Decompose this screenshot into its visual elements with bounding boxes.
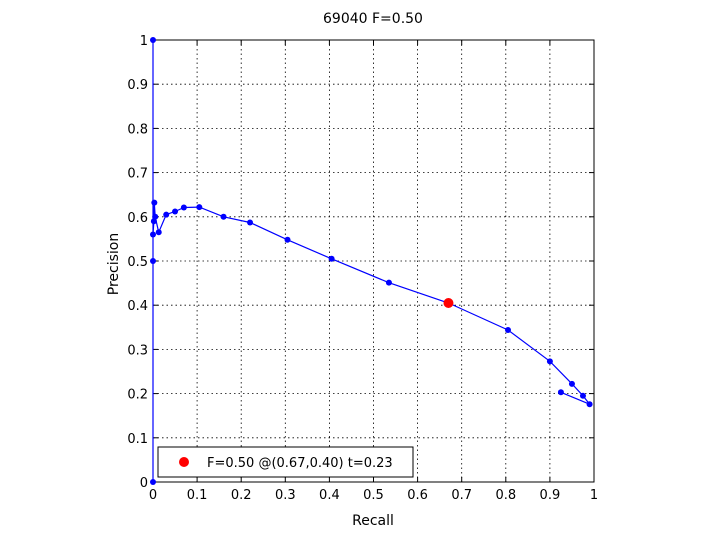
- x-tick-label: 0.9: [540, 488, 561, 503]
- data-point: [586, 401, 593, 408]
- x-tick-label: 0.2: [231, 488, 252, 503]
- y-tick-label: 0.8: [127, 122, 148, 137]
- y-tick-label: 0.1: [127, 432, 148, 447]
- y-tick-label: 0: [140, 476, 148, 491]
- data-point: [328, 255, 335, 262]
- x-tick-label: 0.4: [319, 488, 340, 503]
- data-point: [163, 211, 170, 218]
- y-tick-label: 0.2: [127, 388, 148, 403]
- data-point: [579, 392, 586, 399]
- x-tick-label: 1: [590, 488, 598, 503]
- legend-marker: [179, 457, 189, 467]
- y-tick-label: 0.9: [127, 78, 148, 93]
- y-tick-label: 0.4: [127, 299, 148, 314]
- data-point: [150, 258, 156, 264]
- legend-label: F=0.50 @(0.67,0.40) t=0.23: [207, 456, 393, 471]
- data-point: [152, 213, 159, 220]
- data-point: [284, 236, 291, 243]
- grid-lines: [153, 40, 594, 482]
- data-point: [557, 389, 564, 396]
- y-tick-label: 0.5: [127, 255, 148, 270]
- data-point: [546, 358, 553, 365]
- x-tick-label: 0: [149, 488, 157, 503]
- x-tick-label: 0.5: [363, 488, 384, 503]
- x-tick-label: 0.8: [495, 488, 516, 503]
- data-point: [150, 231, 156, 238]
- y-tick-label: 0.6: [127, 211, 148, 226]
- legend: F=0.50 @(0.67,0.40) t=0.23: [157, 446, 414, 478]
- y-tick-label: 1: [140, 34, 148, 49]
- x-tick-label: 0.1: [187, 488, 208, 503]
- data-point: [150, 37, 156, 43]
- x-tick-label: 0.6: [407, 488, 428, 503]
- data-point: [247, 219, 254, 226]
- x-tick-label: 0.7: [451, 488, 472, 503]
- data-point: [196, 204, 203, 211]
- highlight-point: [443, 297, 454, 308]
- series-line: [152, 40, 592, 482]
- series-group: [150, 37, 593, 485]
- data-point: [568, 380, 575, 387]
- y-tick-label: 0.3: [127, 343, 148, 358]
- data-point: [155, 229, 162, 236]
- data-point: [505, 326, 512, 333]
- data-point: [220, 213, 227, 220]
- chart-title: 69040 F=0.50: [323, 11, 423, 27]
- y-tick-label: 0.7: [127, 167, 148, 182]
- axis-ticks: 0 0.1 0.2 0.3 0.4 0.5 0.6 0.7 0.8 0.9 1 0 0.1 0.2 0.3 0…: [127, 34, 598, 503]
- y-axis-title: Precision: [106, 233, 122, 295]
- data-point: [180, 204, 187, 211]
- legend-box: [157, 446, 414, 478]
- data-point: [172, 208, 179, 215]
- data-point: [385, 279, 392, 286]
- x-tick-label: 0.3: [275, 488, 296, 503]
- x-axis-title: Recall: [352, 513, 394, 529]
- data-point: [151, 199, 158, 206]
- data-point: [150, 479, 156, 485]
